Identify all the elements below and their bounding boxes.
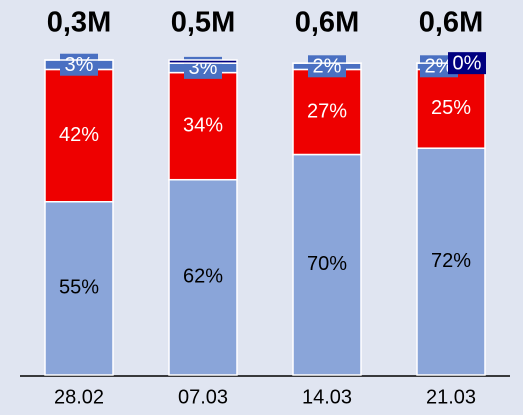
value-label: 0%	[453, 52, 482, 74]
value-label-box	[60, 53, 98, 76]
value-label: 34%	[183, 114, 223, 136]
bar-segment	[168, 59, 238, 64]
total-label: 0,5M	[171, 7, 235, 39]
bar-segment	[168, 178, 238, 376]
bar-segment	[416, 147, 486, 376]
value-label: 70%	[307, 253, 347, 275]
bar-segment	[44, 201, 114, 376]
x-tick-label: 14.03	[302, 386, 352, 408]
x-tick-label: 28.02	[54, 386, 104, 408]
value-label: 25%	[431, 97, 471, 119]
value-label: 55%	[59, 277, 99, 299]
total-label: 0,6M	[295, 7, 359, 39]
value-label: 2%	[313, 56, 342, 78]
bar-segment	[416, 68, 486, 149]
value-label: 42%	[59, 124, 99, 146]
value-label: 62%	[183, 266, 223, 288]
total-label: 0,6M	[419, 7, 483, 39]
total-label: 0,3M	[47, 7, 111, 39]
x-tick-label: 21.03	[426, 386, 476, 408]
value-label: 72%	[431, 250, 471, 272]
bar-segment	[168, 71, 238, 181]
bar-segment	[44, 68, 114, 203]
value-label: 3%	[65, 54, 94, 76]
x-tick-label: 07.03	[178, 386, 228, 408]
value-label: 2%	[425, 56, 454, 78]
value-label-box	[308, 55, 346, 78]
value-label-box	[448, 52, 486, 75]
value-label: 27%	[307, 100, 347, 122]
